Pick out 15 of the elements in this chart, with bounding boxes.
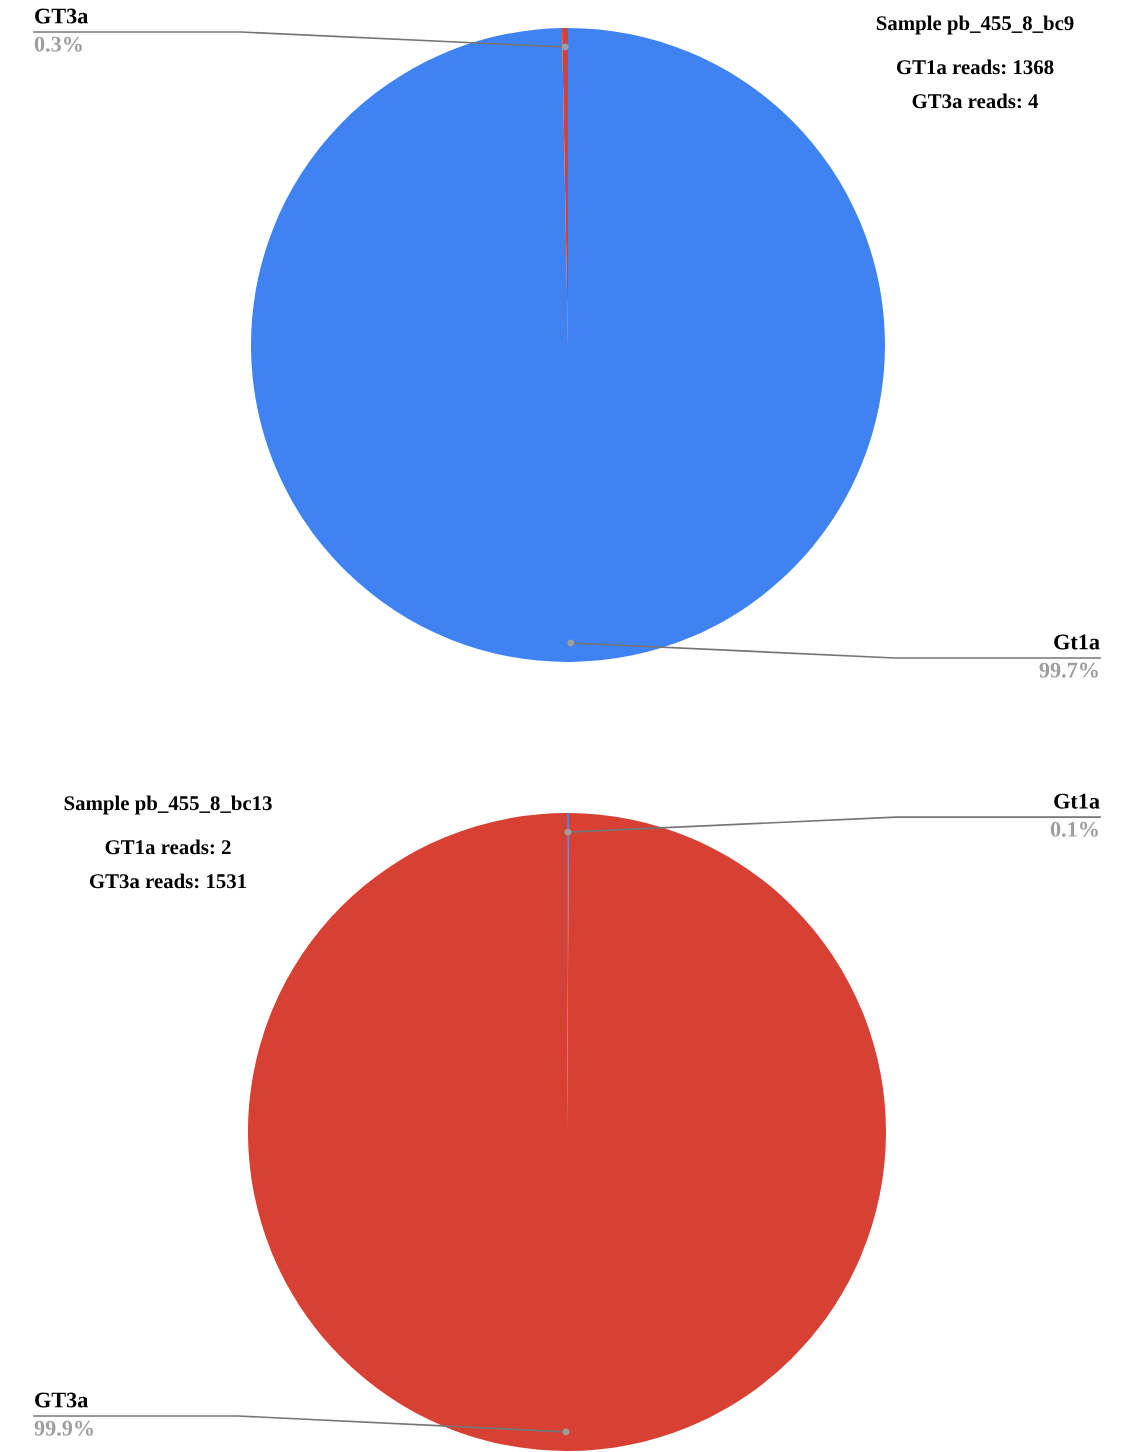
text: GT1a reads: 1368 xyxy=(896,59,1054,75)
text: GT3a reads: 1531 xyxy=(89,873,247,889)
chart-title: Sample pb_455_8_bc13 xyxy=(64,795,272,815)
slice-label: GT3a xyxy=(35,1392,88,1408)
data-label: 0.1% xyxy=(1050,821,1098,837)
chart-title: Sample pb_455_8_bc9 xyxy=(876,15,1074,35)
slice-label: Gt1a xyxy=(1054,634,1100,650)
data-label: 99.7% xyxy=(1039,662,1098,678)
text: GT1a reads: 2 xyxy=(105,839,231,855)
slice-label: Gt1a xyxy=(1054,793,1100,809)
slice-label: GT3a xyxy=(35,8,88,24)
data-label: 99.9% xyxy=(34,1420,94,1436)
pie-slice xyxy=(248,813,886,1451)
data-label: 0.3% xyxy=(34,36,82,52)
text: GT3a reads: 4 xyxy=(912,93,1039,109)
